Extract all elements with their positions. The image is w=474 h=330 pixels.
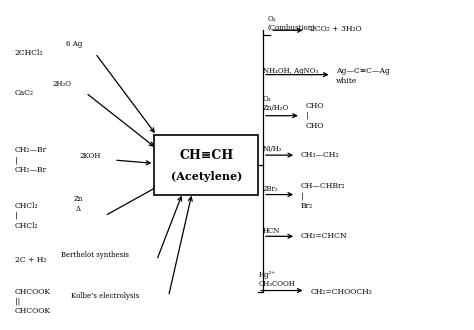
Text: 2CO₂ + 3H₂O: 2CO₂ + 3H₂O [310, 25, 362, 33]
Text: 2H₂O: 2H₂O [53, 80, 72, 88]
Text: O₂
(Combustion): O₂ (Combustion) [268, 15, 316, 32]
Text: HCN: HCN [263, 227, 280, 235]
Text: Ag—C≡C—Ag
white: Ag—C≡C—Ag white [336, 67, 390, 85]
Text: (Acetylene): (Acetylene) [171, 171, 242, 182]
Text: CH₃—CH₃: CH₃—CH₃ [301, 151, 339, 159]
Text: CH—CHBr₂
|
Br₂: CH—CHBr₂ | Br₂ [301, 182, 345, 210]
Text: 2CHCl₃: 2CHCl₃ [15, 49, 43, 57]
FancyBboxPatch shape [155, 135, 258, 195]
Text: 2C + H₂: 2C + H₂ [15, 256, 46, 264]
Text: CHCOOK
||
CHCOOK: CHCOOK || CHCOOK [15, 287, 51, 315]
Text: CHCl₂
|
CHCl₂: CHCl₂ | CHCl₂ [15, 202, 38, 230]
Text: CH₂—Br
|
CH₂—Br: CH₂—Br | CH₂—Br [15, 146, 47, 174]
Text: CHO
|
CHO: CHO | CHO [306, 102, 324, 129]
Text: CH≡CH: CH≡CH [179, 149, 233, 162]
Text: Hg²⁺
CH₃COOH: Hg²⁺ CH₃COOH [258, 271, 295, 288]
Text: NH₄OH, AgNO₃: NH₄OH, AgNO₃ [263, 67, 318, 75]
Text: 2KOH: 2KOH [80, 152, 101, 160]
Text: CaC₂: CaC₂ [15, 89, 34, 97]
Text: 2Br₂: 2Br₂ [263, 185, 279, 193]
Text: O₃
Zn/H₂O: O₃ Zn/H₂O [263, 95, 289, 113]
Text: Ni/H₂: Ni/H₂ [263, 146, 283, 153]
Text: Kolbe’s electrolysis: Kolbe’s electrolysis [71, 292, 139, 300]
Text: CH₂=CHOOCH₃: CH₂=CHOOCH₃ [310, 288, 372, 296]
Text: Zn
Δ: Zn Δ [74, 195, 83, 213]
Text: Berthelot synthesis: Berthelot synthesis [61, 251, 129, 259]
Text: CH₂=CHCN: CH₂=CHCN [301, 232, 347, 240]
Text: 6 Ag: 6 Ag [66, 40, 82, 48]
